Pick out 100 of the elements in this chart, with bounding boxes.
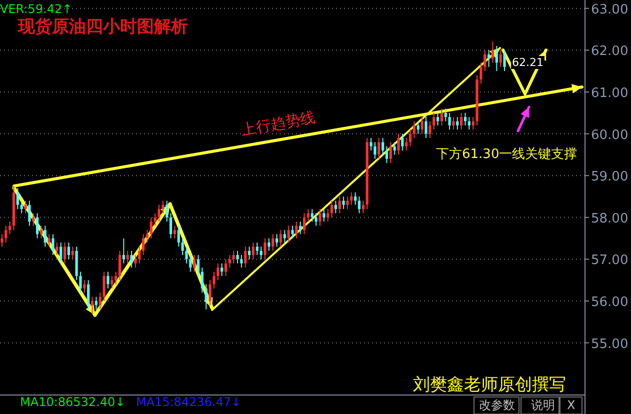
candlestick — [244, 246, 247, 268]
candlestick — [83, 280, 86, 294]
candlestick — [0, 234, 4, 248]
candlestick — [382, 137, 384, 156]
candlestick — [460, 112, 463, 130]
y-tick-label: 56.00 — [591, 295, 628, 310]
candlestick — [8, 221, 12, 235]
candlestick — [158, 204, 160, 222]
candlestick — [44, 225, 46, 248]
candlestick — [185, 246, 188, 264]
candlestick — [354, 192, 357, 206]
y-tick-label: 55.00 — [591, 336, 628, 352]
text: X — [567, 398, 576, 412]
candlestick — [468, 116, 470, 130]
candlestick — [362, 200, 364, 214]
candlestick — [338, 196, 341, 214]
candlestick — [370, 137, 372, 152]
candlestick — [216, 262, 220, 281]
candlestick — [279, 229, 282, 248]
annotation: 刘樊鑫老师原创撰写 — [413, 375, 566, 395]
candlestick — [28, 200, 31, 226]
candlestick — [114, 271, 118, 285]
candlestick — [401, 133, 404, 152]
candlestick — [142, 234, 145, 256]
candlestick — [102, 271, 106, 302]
candlestick — [130, 250, 133, 268]
candlestick — [71, 246, 74, 260]
candlestick — [200, 267, 204, 294]
candlestick — [480, 62, 482, 84]
candlestick — [173, 225, 176, 239]
candlestick — [154, 212, 156, 226]
candlestick — [212, 271, 216, 289]
candlestick — [228, 254, 231, 268]
candlestick — [63, 242, 66, 264]
candlestick — [322, 208, 326, 222]
candlestick — [224, 258, 228, 276]
text: 现货原油四小时图解析 — [17, 17, 188, 37]
candlestick — [146, 229, 149, 243]
candlestick — [134, 254, 137, 268]
candlestick — [444, 108, 447, 122]
candlestick — [60, 242, 62, 264]
candlestick — [98, 292, 102, 310]
candlestick — [193, 254, 196, 272]
annotation: 下方61.30一线关键支撑 — [436, 146, 578, 162]
candlestick — [412, 120, 416, 138]
candlestick — [424, 116, 428, 138]
candlestick — [236, 250, 239, 264]
candlestick — [240, 254, 243, 268]
candlestick — [264, 238, 266, 260]
candlestick — [169, 212, 172, 239]
candlestick — [472, 116, 474, 130]
candlestick — [432, 112, 436, 130]
candlestick — [452, 116, 455, 130]
candlestick — [118, 250, 122, 281]
text: 说明 — [531, 398, 555, 412]
y-tick-label: 59.00 — [591, 170, 628, 185]
candlestick — [181, 238, 184, 256]
candlestick — [330, 200, 334, 218]
candlestick — [428, 120, 432, 138]
candlestick — [32, 212, 35, 226]
candlestick — [75, 246, 78, 281]
candlestick — [79, 271, 82, 294]
candlestick — [256, 242, 258, 256]
candlestick — [408, 129, 412, 147]
candlestick — [268, 238, 270, 252]
candlestick — [405, 137, 408, 152]
candlestick — [24, 200, 27, 214]
y-tick-label: 58.00 — [591, 211, 628, 226]
candlestick — [310, 208, 314, 222]
candlestick — [393, 142, 396, 156]
candlestick — [499, 50, 502, 68]
candlestick — [378, 137, 380, 160]
candlestick — [491, 40, 494, 64]
candlestick — [488, 50, 490, 68]
candlestick — [440, 108, 443, 126]
candlestick — [291, 225, 294, 239]
candlestick — [302, 212, 306, 235]
candlestick — [275, 234, 278, 248]
candlestick — [248, 246, 251, 260]
candlestick — [366, 137, 368, 210]
candlestick — [358, 196, 361, 214]
text: 改参数 — [479, 398, 515, 412]
candlestick — [16, 188, 19, 210]
candlestick — [397, 133, 400, 156]
candlestick — [464, 112, 467, 126]
y-tick-label: 60.00 — [591, 128, 628, 143]
candlestick — [448, 112, 451, 130]
candlestick — [90, 296, 94, 314]
candlestick — [122, 238, 125, 264]
candlestick — [260, 246, 262, 260]
candlestick — [67, 242, 70, 260]
candlestick — [287, 225, 290, 243]
candlestick — [503, 50, 506, 72]
candlestick — [232, 250, 235, 264]
candlestick — [52, 234, 54, 256]
candlestick — [40, 225, 43, 239]
candlestick — [204, 284, 208, 310]
candlestick — [177, 225, 180, 248]
candlestick — [385, 146, 388, 164]
annotation: 上行趋势线 — [240, 108, 317, 139]
